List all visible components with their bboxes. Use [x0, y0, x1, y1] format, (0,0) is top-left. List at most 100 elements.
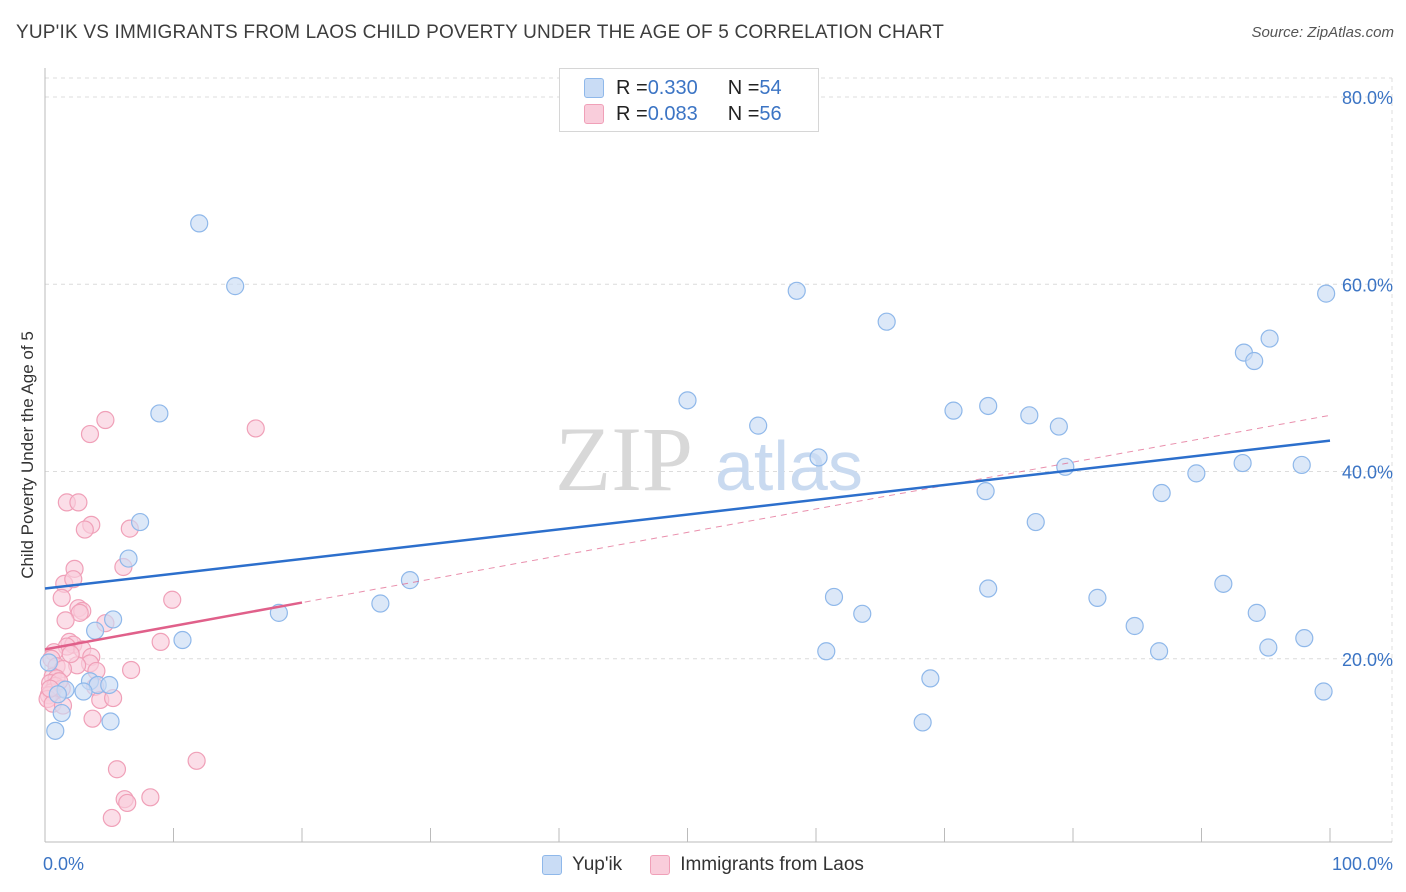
- legend-n-label: N =: [727, 76, 760, 99]
- data-point-yupik: [173, 630, 192, 650]
- legend-r-value: 0.083: [647, 102, 698, 125]
- data-point-yupik: [39, 653, 58, 672]
- data-point-laos: [75, 520, 94, 539]
- data-point-yupik: [979, 396, 998, 416]
- data-point-yupik: [74, 682, 93, 701]
- y-tick-label: 20.0%: [1342, 650, 1393, 670]
- legend-item-laos[interactable]: Immigrants from Laos: [650, 854, 864, 876]
- data-point-yupik: [1260, 329, 1279, 348]
- data-point-laos: [107, 760, 127, 779]
- data-point-yupik: [1088, 588, 1107, 607]
- data-point-yupik: [119, 549, 138, 568]
- data-point-yupik: [1292, 455, 1311, 475]
- trendline-yupik: [44, 439, 1331, 590]
- data-point-laos: [187, 751, 206, 770]
- data-point-yupik: [1295, 629, 1314, 648]
- data-point-yupik: [104, 610, 123, 629]
- data-point-yupik: [817, 642, 836, 661]
- data-point-yupik: [749, 416, 768, 435]
- data-point-yupik: [46, 721, 65, 740]
- data-point-laos: [163, 590, 182, 609]
- tick-labels: 20.0% 40.0% 60.0% 80.0% 0.0% 100.0%: [43, 88, 1393, 874]
- legend-row-laos: R = 0.083 N = 56: [584, 102, 782, 126]
- data-point-laos: [80, 424, 100, 444]
- data-point-yupik: [101, 712, 120, 731]
- data-point-laos: [246, 419, 265, 438]
- data-point-yupik: [130, 512, 150, 532]
- legend-r-value: 0.330: [647, 76, 698, 99]
- data-point-yupik: [678, 391, 697, 410]
- data-point-yupik: [877, 312, 896, 331]
- data-point-yupik: [1245, 351, 1264, 371]
- data-point-yupik: [921, 669, 940, 688]
- data-point-laos: [52, 588, 71, 607]
- data-point-yupik: [1317, 284, 1336, 303]
- y-tick-label: 60.0%: [1342, 275, 1393, 295]
- trendline-laos: [44, 601, 303, 651]
- data-point-laos: [96, 410, 115, 430]
- chart-title: YUP'IK VS IMMIGRANTS FROM LAOS CHILD POV…: [16, 22, 945, 43]
- data-point-yupik: [226, 277, 245, 296]
- legend-label-laos: Immigrants from Laos: [680, 854, 864, 875]
- data-point-yupik: [1314, 682, 1333, 701]
- data-point-yupik: [86, 621, 105, 640]
- legend-n-label: N =: [727, 102, 760, 125]
- data-point-yupik: [48, 685, 67, 704]
- data-point-laos: [70, 603, 89, 622]
- data-point-laos: [83, 709, 102, 728]
- trendlines: [44, 414, 1331, 651]
- data-point-yupik: [52, 703, 71, 723]
- watermark-zip: ZIP: [555, 408, 693, 510]
- source-credit: Source: ZipAtlas.com: [1251, 24, 1394, 41]
- data-point-laos: [56, 611, 75, 630]
- data-point-yupik: [150, 404, 169, 423]
- series-legend: Yup'ik Immigrants from Laos: [0, 851, 1406, 879]
- data-point-yupik: [824, 587, 844, 607]
- data-point-yupik: [400, 571, 420, 590]
- legend-swatch-laos: [650, 855, 671, 875]
- y-tick-label: 40.0%: [1342, 463, 1393, 483]
- data-point-yupik: [913, 713, 932, 732]
- legend-swatch-laos: [584, 104, 604, 124]
- x-tick-label: 0.0%: [43, 854, 84, 874]
- data-point-laos: [61, 644, 80, 664]
- legend-r-label: R =: [616, 102, 648, 125]
- data-point-yupik: [190, 214, 209, 233]
- data-point-yupik: [1214, 574, 1233, 593]
- legend-label-yupik: Yup'ik: [572, 854, 623, 875]
- watermark: ZIP atlas: [555, 408, 863, 510]
- y-axis-label: Child Poverty Under the Age of 5: [18, 331, 37, 579]
- data-point-laos: [151, 632, 170, 651]
- data-point-yupik: [1049, 417, 1068, 436]
- legend-swatch-yupik: [584, 78, 604, 98]
- data-point-laos: [118, 793, 137, 813]
- data-point-yupik: [1247, 603, 1266, 622]
- data-point-laos: [141, 788, 160, 807]
- data-point-yupik: [853, 604, 872, 623]
- data-point-yupik: [1026, 512, 1045, 532]
- legend-n-value: 56: [759, 102, 782, 125]
- data-point-laos: [64, 570, 83, 589]
- legend-r-label: R =: [616, 76, 648, 99]
- data-point-yupik: [371, 594, 390, 613]
- legend-row-yupik: R = 0.330 N = 54: [584, 76, 782, 100]
- data-point-yupik: [787, 281, 806, 300]
- watermark-atlas: atlas: [715, 427, 863, 505]
- data-point-yupik: [1020, 406, 1039, 425]
- legend-item-yupik[interactable]: Yup'ik: [542, 854, 622, 876]
- axes: [44, 68, 1392, 843]
- data-point-yupik: [809, 448, 828, 467]
- data-point-yupik: [976, 482, 995, 501]
- data-point-yupik: [1259, 638, 1278, 657]
- data-points: [38, 214, 1336, 828]
- data-point-yupik: [1125, 616, 1144, 636]
- legend-n-value: 54: [759, 76, 782, 99]
- data-point-yupik: [100, 675, 119, 695]
- data-point-laos: [69, 493, 88, 512]
- correlation-legend: R = 0.330 N = 54 R = 0.083 N = 56: [559, 68, 819, 132]
- data-point-yupik: [1149, 642, 1169, 661]
- data-point-yupik: [944, 401, 963, 420]
- data-point-yupik: [979, 579, 998, 598]
- x-tick-label: 100.0%: [1332, 854, 1393, 874]
